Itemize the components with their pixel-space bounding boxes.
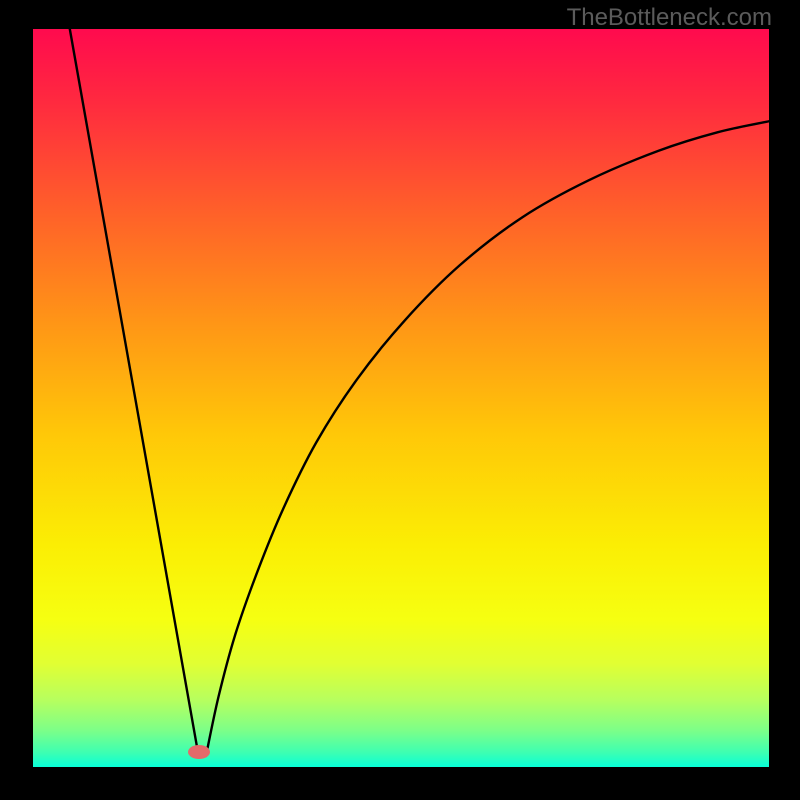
stage: TheBottleneck.com: [0, 0, 800, 800]
curve-layer: [33, 29, 769, 767]
watermark-text: TheBottleneck.com: [567, 4, 772, 32]
curve-right-branch: [206, 121, 769, 756]
plot-area: [33, 29, 769, 767]
curve-left-branch: [70, 29, 199, 756]
min-marker: [188, 745, 210, 759]
